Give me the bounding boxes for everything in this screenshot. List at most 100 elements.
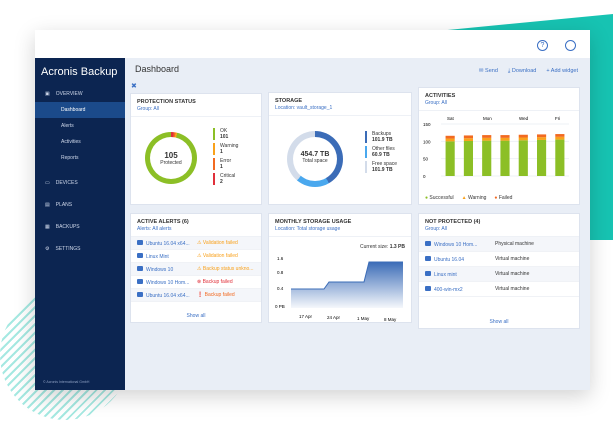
alert-row[interactable]: Windows 10 ⚠ Backup status unkno... [131, 263, 261, 276]
bar-successful [537, 139, 547, 176]
machine-icon [425, 285, 431, 291]
legend-successful: ● Successful [425, 195, 454, 201]
failed-icon: ❗ [197, 292, 204, 298]
user-icon[interactable] [565, 40, 576, 51]
vm-icon [137, 291, 143, 297]
overview-icon: ▣ [45, 91, 50, 97]
alerts-filter[interactable]: Alerts: All alerts [131, 226, 261, 237]
fullscreen-icon[interactable]: ✖ [131, 83, 137, 90]
sidebar-item-backups[interactable]: ▦ Backups [45, 224, 80, 230]
y-tick: 0.4 [277, 286, 284, 291]
x-tick: 24 Apr [327, 315, 341, 320]
device-row[interactable]: Linux mint Virtual machine [419, 267, 579, 282]
sidebar-item-devices[interactable]: ▭ Devices [45, 180, 78, 186]
send-button[interactable]: ✉ Send [478, 68, 498, 74]
page-title: Dashboard [135, 64, 180, 74]
day-label: Fri [555, 116, 560, 121]
day-label: Mon [483, 116, 492, 121]
bar-failed [445, 135, 455, 139]
widget-title: PROTECTION STATUS [137, 99, 196, 105]
y-tick: 50 [423, 157, 429, 162]
device-row[interactable]: 400-win-mx2 Virtual machine [419, 282, 579, 297]
storage-legend: Backups 101.9 TB Other files 60.9 TB Free … [365, 131, 397, 176]
logo: Acronis Backup [41, 66, 118, 78]
add-widget-button[interactable]: + Add widget [546, 68, 578, 74]
bar-failed [518, 134, 528, 138]
backups-icon: ▦ [45, 224, 50, 230]
device-row[interactable]: Windows 10 Hom... Physical machine [419, 237, 579, 252]
group-filter[interactable]: Group: All [419, 100, 579, 111]
usage-chart: 1.6 0.8 0.4 0 PB 17 Apr 24 Apr 1 May 8 M… [275, 256, 403, 322]
x-tick: 1 May [357, 316, 370, 321]
bar-warning [500, 137, 510, 141]
widget-title: ACTIVITIES [425, 93, 456, 99]
location-filter[interactable]: Location: vault_storage_1 [269, 105, 411, 116]
show-all-not-protected-link[interactable]: Show all [489, 319, 509, 325]
sidebar-item-settings[interactable]: ⚙ Settings [45, 246, 81, 252]
bar-warning [482, 137, 492, 141]
alert-text: Validation failed [202, 253, 238, 259]
vm-icon [137, 278, 143, 284]
sidebar-item-dashboard[interactable]: Dashboard [35, 102, 125, 118]
help-icon[interactable]: ? [537, 40, 548, 51]
legend-other-files: Other files 60.9 TB [365, 146, 397, 158]
machine-type: Physical machine [495, 241, 534, 247]
not-protected-list: Windows 10 Hom... Physical machine Ubuntu … [419, 237, 579, 297]
show-all-alerts-link[interactable]: Show all [186, 313, 206, 319]
copyright: © Acronis International GmbH [43, 380, 90, 384]
group-filter[interactable]: Group: All [131, 106, 261, 117]
alerts-list: Ubuntu 16.04 x64... ⚠ Validation failed Li… [131, 237, 261, 302]
bar-failed [463, 135, 473, 139]
x-tick: 8 May [384, 317, 397, 322]
day-label: Wed [519, 116, 529, 121]
alert-text: Validation failed [202, 240, 238, 246]
day-label: Sat [447, 116, 455, 121]
usage-area [291, 262, 403, 308]
alert-text: Backup failed [204, 292, 235, 298]
alert-row[interactable]: Ubuntu 16.04 x64... ❗ Backup failed [131, 289, 261, 302]
alert-row[interactable]: Windows 10 Hom... ⊗ Backup failed [131, 276, 261, 289]
total-label: Protected [160, 160, 182, 166]
bar-failed [555, 134, 565, 137]
legend-warning: Warning 1 [213, 143, 238, 155]
warning-icon: ⚠ [197, 240, 202, 246]
sidebar-item-overview[interactable]: ▣ Overview [45, 91, 83, 97]
vm-icon [137, 239, 143, 245]
bar-successful [518, 140, 528, 176]
bar-warning [518, 137, 528, 141]
device-row[interactable]: Ubuntu 16.04 Virtual machine [419, 252, 579, 267]
widget-title: ACTIVE ALERTS (6) [137, 219, 189, 225]
widget-title: NOT PROTECTED (4) [425, 219, 481, 225]
download-button[interactable]: ⤓ Download [507, 68, 537, 74]
protection-donut: 105 Protected [145, 132, 197, 184]
legend-warning: ▲ Warning [461, 195, 487, 201]
sidebar-item-alerts[interactable]: Alerts [61, 123, 74, 129]
total-label: Total space [302, 158, 328, 164]
sidebar-item-plans[interactable]: ▤ Plans [45, 202, 73, 208]
bar-warning [445, 138, 455, 142]
activities-widget: ACTIVITIES Group: All 0 50 100 150 Sat Mon Wed… [418, 87, 580, 205]
not-protected-widget: NOT PROTECTED (4) Group: All Windows 10 … [418, 213, 580, 329]
toolbar: ✉ Send ⤓ Download + Add widget [479, 68, 578, 75]
error-icon: ⊗ [197, 279, 202, 285]
bar-warning [537, 137, 547, 140]
monthly-storage-usage-widget: MONTHLY STORAGE USAGE Location: Total st… [268, 213, 412, 323]
settings-icon: ⚙ [45, 246, 50, 252]
location-filter[interactable]: Location: Total storage usage [269, 226, 411, 237]
alert-row[interactable]: Ubuntu 16.04 x64... ⚠ Validation failed [131, 237, 261, 250]
y-tick: 0 [423, 174, 426, 179]
alert-row[interactable]: Linux Mint ⚠ Validation failed [131, 250, 261, 263]
sidebar-item-reports[interactable]: Reports [61, 155, 79, 161]
alert-text: Backup failed [202, 279, 233, 285]
group-filter[interactable]: Group: All [419, 226, 579, 237]
legend-free-space: Free space 101.9 TB [365, 161, 397, 173]
warning-icon: ⚠ [197, 253, 202, 259]
sidebar-item-activities[interactable]: Activities [61, 139, 81, 145]
bar-failed [482, 135, 492, 138]
current-size: Current size: 1.3 PB [359, 244, 405, 250]
bar-failed [537, 134, 547, 138]
devices-icon: ▭ [45, 180, 50, 186]
sidebar: Acronis Backup ▣ Overview Dashboard Alert… [35, 58, 125, 390]
machine-icon [425, 255, 431, 261]
y-tick: 0 PB [275, 304, 285, 309]
